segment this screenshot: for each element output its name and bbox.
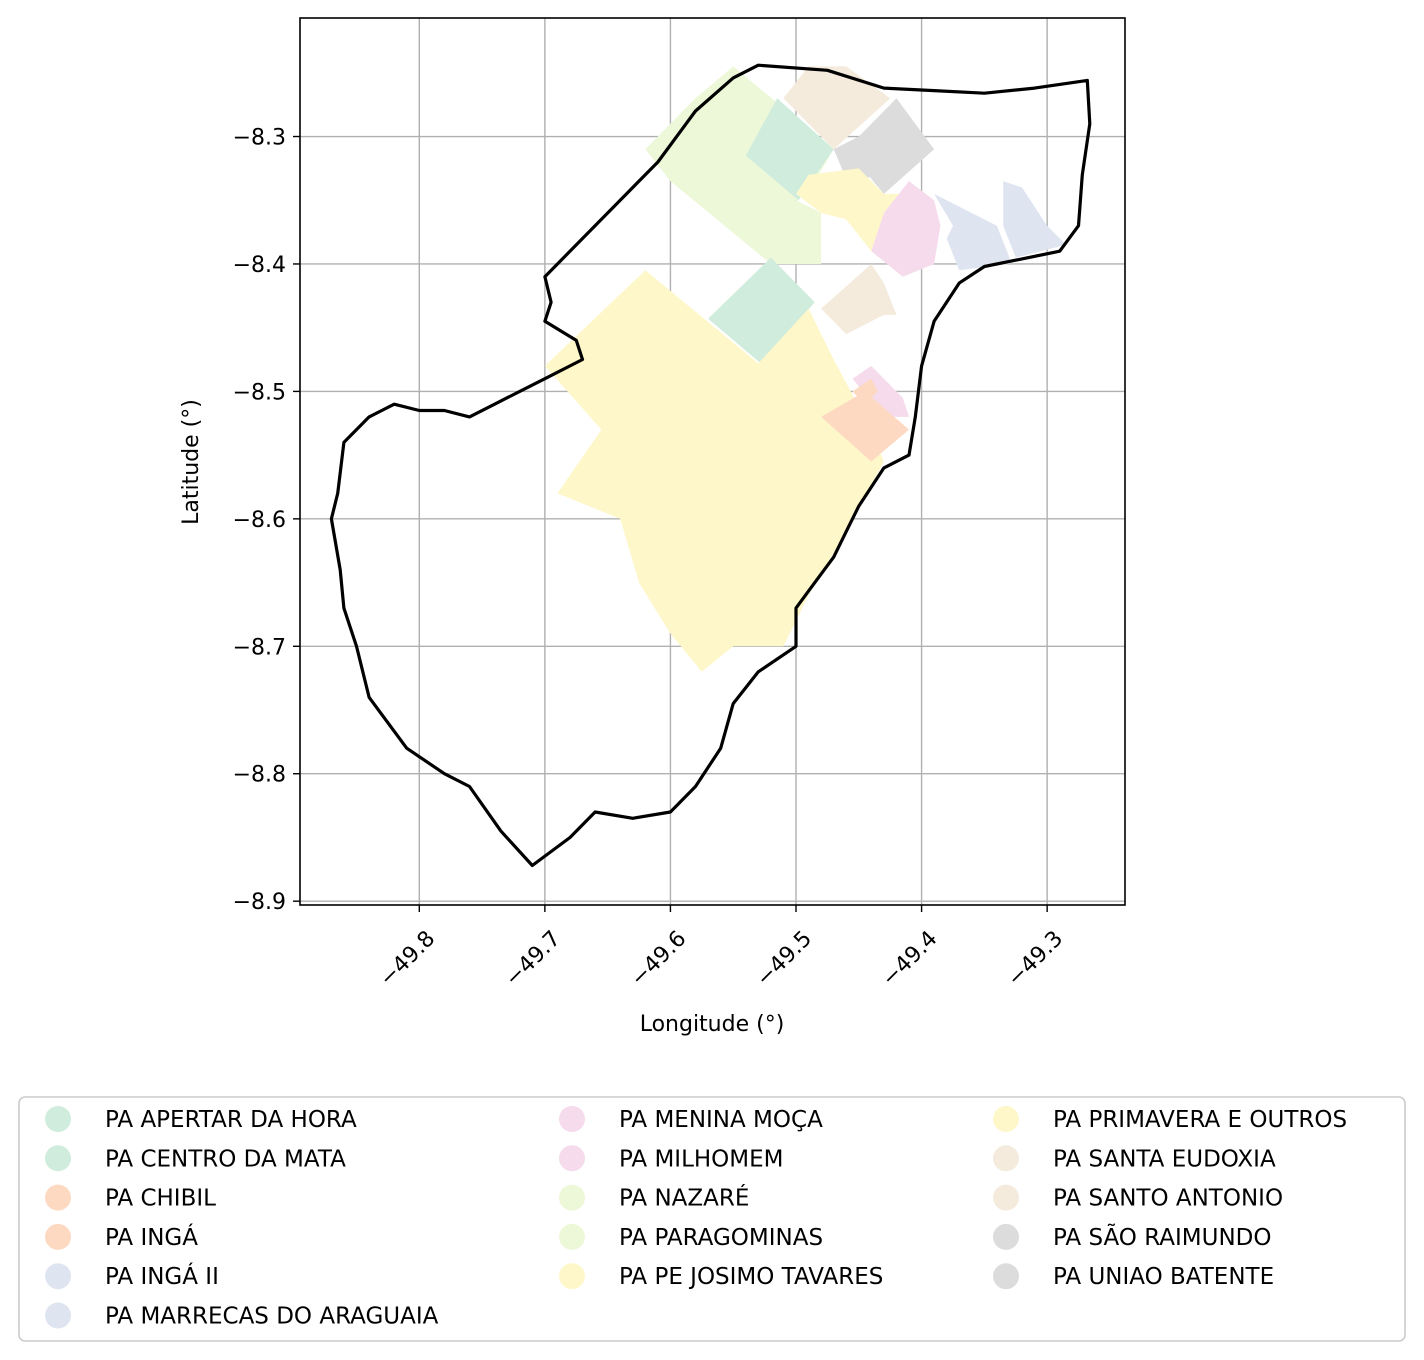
parcel-polygon [783, 66, 891, 150]
legend-swatch [993, 1145, 1019, 1172]
parcel-polygon [821, 264, 897, 335]
x-axis-ticks: −49.8 −49.7 −49.6 −49.5 −49.4 −49.3 [375, 905, 1068, 992]
parcel-polygon [821, 391, 909, 462]
legend-swatch [45, 1223, 71, 1250]
legend-item: PA SANTA EUDOXIA [993, 1145, 1276, 1172]
legend-item: PA MILHOMEM [559, 1145, 784, 1172]
legend-label: PA UNIAO BATENTE [1053, 1264, 1274, 1290]
legend-item: PA SÃO RAIMUNDO [993, 1223, 1271, 1251]
legend-label: PA MILHOMEM [619, 1146, 784, 1172]
parcel-polygon [852, 365, 909, 417]
x-tick-label: −49.5 [752, 926, 817, 991]
y-axis-label: Latitude (°) [179, 399, 204, 525]
y-tick-label: −8.5 [233, 380, 286, 405]
legend: PA APERTAR DA HORA PA CENTRO DA MATA PA CH… [45, 1106, 1347, 1330]
parcel-polygon [871, 181, 941, 277]
municipal-boundary [329, 63, 1092, 868]
legend-swatch [993, 1184, 1019, 1211]
x-tick-label: −49.7 [501, 926, 566, 991]
parcel-polygon [852, 378, 878, 405]
legend-swatch [559, 1263, 585, 1290]
x-tick-label: −49.6 [626, 926, 691, 991]
legend-label: PA PRIMAVERA E OUTROS [1053, 1107, 1347, 1133]
legend-swatch [559, 1223, 585, 1250]
legend-label: PA APERTAR DA HORA [105, 1107, 357, 1133]
legend-label: PA CENTRO DA MATA [105, 1146, 346, 1172]
legend-label: PA SÃO RAIMUNDO [1053, 1223, 1271, 1251]
x-tick-label: −49.8 [375, 926, 440, 991]
legend-item: PA CHIBIL [45, 1184, 216, 1212]
legend-swatch [45, 1184, 71, 1211]
x-tick-label: −49.4 [877, 926, 942, 991]
legend-item: PA NAZARÉ [559, 1184, 749, 1212]
legend-item: PA PRIMAVERA E OUTROS [993, 1106, 1347, 1133]
legend-swatch [45, 1263, 71, 1290]
legend-label: PA INGÁ [105, 1223, 198, 1251]
y-tick-label: −8.7 [233, 635, 286, 660]
legend-item: PA APERTAR DA HORA [45, 1106, 357, 1133]
legend-label: PA NAZARÉ [619, 1184, 749, 1212]
x-tick-label: −49.3 [1003, 926, 1068, 991]
y-tick-label: −8.3 [233, 126, 286, 151]
legend-label: PA SANTA EUDOXIA [1053, 1146, 1276, 1172]
legend-item: PA MENINA MOÇA [559, 1106, 823, 1133]
parcel-polygon [645, 79, 759, 175]
legend-label: PA PE JOSIMO TAVARES [619, 1264, 883, 1290]
legend-swatch [559, 1184, 585, 1211]
parcel-polygon [934, 193, 1010, 271]
y-tick-label: −8.6 [233, 508, 286, 533]
boundary-line [329, 63, 1092, 868]
y-tick-label: −8.8 [233, 763, 286, 788]
y-tick-label: −8.9 [233, 890, 286, 915]
axes-frame [299, 17, 1126, 906]
legend-item: PA PE JOSIMO TAVARES [559, 1263, 883, 1290]
legend-item: PA PARAGOMINAS [559, 1223, 823, 1251]
legend-item: PA CENTRO DA MATA [45, 1145, 346, 1172]
legend-label: PA SANTO ANTONIO [1053, 1186, 1283, 1212]
legend-swatch [45, 1106, 71, 1132]
legend-item: PA MARRECAS DO ARAGUAIA [45, 1302, 439, 1330]
legend-item: PA INGÁ II [45, 1262, 219, 1290]
legend-swatch [993, 1106, 1019, 1132]
legend-swatch [45, 1302, 71, 1329]
legend-item: PA UNIAO BATENTE [993, 1263, 1274, 1290]
parcel-polygon [708, 257, 815, 364]
settlement-parcels [544, 66, 1066, 672]
legend-item: PA SANTO ANTONIO [993, 1184, 1283, 1212]
y-tick-label: −8.4 [233, 253, 286, 278]
legend-swatch [45, 1145, 71, 1172]
legend-label: PA CHIBIL [105, 1186, 216, 1212]
parcel-polygon [1003, 181, 1066, 258]
legend-swatch [559, 1145, 585, 1172]
legend-swatch [559, 1106, 585, 1132]
y-axis-ticks: −8.3 −8.4 −8.5 −8.6 −8.7 −8.8 −8.9 [233, 126, 300, 915]
legend-label: PA INGÁ II [105, 1262, 219, 1290]
legend-label: PA MENINA MOÇA [619, 1107, 823, 1133]
legend-label: PA PARAGOMINAS [619, 1225, 823, 1251]
legend-box [18, 1096, 1406, 1342]
legend-swatch [993, 1223, 1019, 1250]
parcel-polygon [544, 270, 884, 672]
legend-label: PA MARRECAS DO ARAGUAIA [105, 1304, 439, 1330]
legend-item: PA INGÁ [45, 1223, 198, 1251]
legend-swatch [993, 1263, 1019, 1290]
x-axis-label: Longitude (°) [640, 1012, 785, 1037]
